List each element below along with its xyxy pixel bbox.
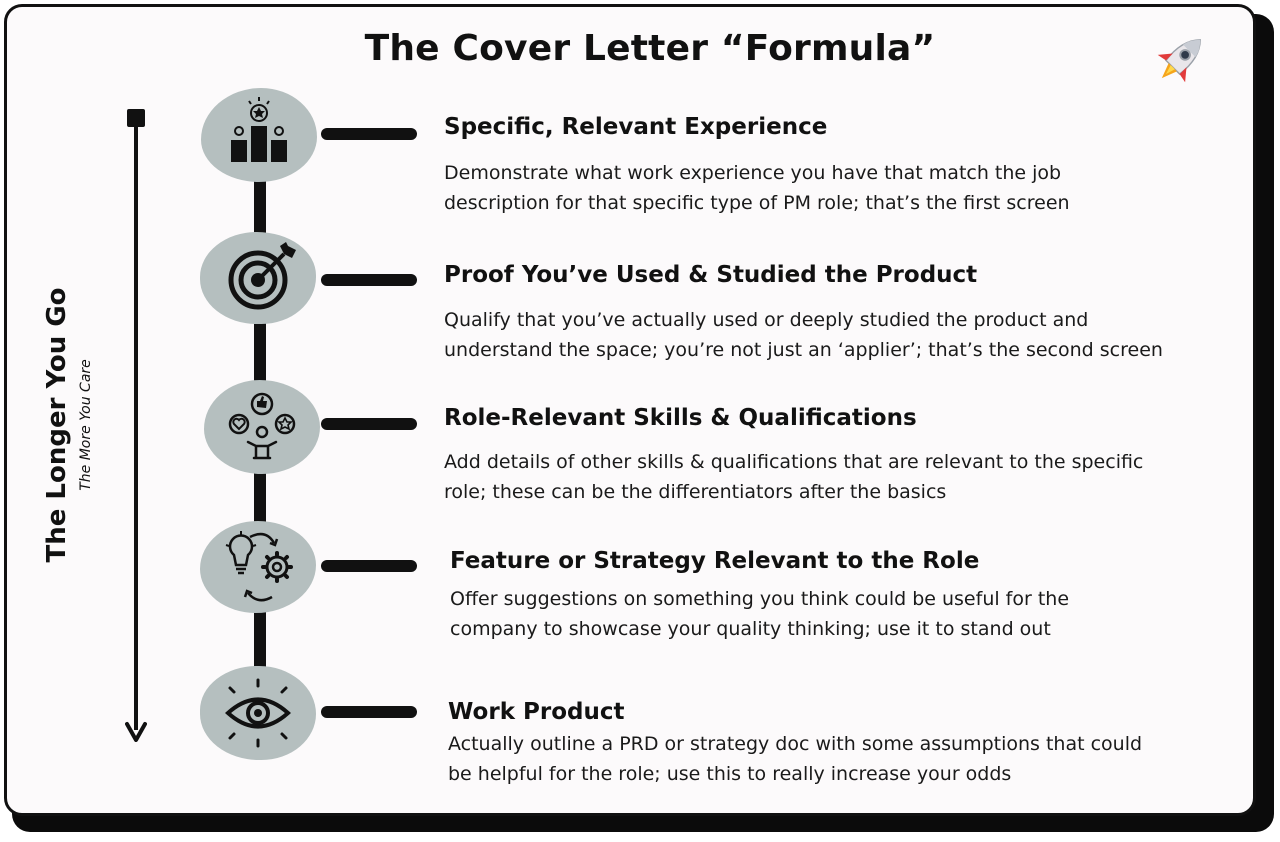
step-1-icon-blob: [201, 88, 317, 182]
arrow-start-marker: [127, 109, 145, 127]
step-4-icon-blob: [200, 521, 316, 613]
step-5-body-line-1: Actually outline a PRD or strategy doc w…: [448, 733, 1143, 755]
step-1-body: Demonstrate what work experience you hav…: [444, 158, 1234, 218]
rocket-icon: [1157, 39, 1201, 83]
step-3-icon-blob: [204, 380, 320, 474]
step-2-body-line-1: Qualify that you’ve actually used or dee…: [444, 309, 1089, 331]
step-4-body: Offer suggestions on something you think…: [450, 584, 1240, 644]
step-2-body: Qualify that you’ve actually used or dee…: [444, 305, 1234, 365]
step-3-body: Add details of other skills & qualificat…: [444, 447, 1234, 507]
step-2-icon-blob: [200, 232, 316, 324]
target-icon: [228, 242, 296, 310]
step-5-connector: [321, 706, 417, 718]
step-5-body-line-2: be helpful for the role; use this to rea…: [448, 763, 1012, 785]
step-2-body-line-2: understand the space; you’re not just an…: [444, 339, 1163, 361]
page-title: The Cover Letter “Formula”: [364, 28, 936, 69]
idea-gear-icon: [225, 531, 293, 602]
step-3-body-line-2: role; these can be the differentiators a…: [444, 481, 947, 503]
step-1-heading: Specific, Relevant Experience: [444, 114, 828, 140]
step-3-connector: [321, 418, 417, 430]
side-label-main: The Longer You Go: [42, 287, 72, 563]
step-4-body-line-1: Offer suggestions on something you think…: [450, 588, 1070, 610]
arrow-down-icon: [125, 722, 147, 742]
step-4-body-line-2: company to showcase your quality thinkin…: [450, 618, 1051, 640]
arrow-stem: [134, 120, 138, 730]
step-5-icon-blob: [200, 666, 316, 760]
eye-icon: [225, 678, 291, 748]
step-1-body-line-2: description for that specific type of PM…: [444, 192, 1070, 214]
skills-icon: [228, 392, 296, 460]
step-2-connector: [321, 274, 417, 286]
step-1-body-line-1: Demonstrate what work experience you hav…: [444, 162, 1062, 184]
step-3-heading: Role-Relevant Skills & Qualifications: [444, 405, 917, 431]
step-3-body-line-1: Add details of other skills & qualificat…: [444, 451, 1144, 473]
step-5-body: Actually outline a PRD or strategy doc w…: [448, 729, 1238, 789]
step-5-heading: Work Product: [448, 699, 625, 725]
podium-icon: [231, 97, 287, 162]
step-1-connector: [321, 128, 417, 140]
step-4-heading: Feature or Strategy Relevant to the Role: [450, 548, 980, 574]
step-4-connector: [321, 560, 417, 572]
step-2-heading: Proof You’ve Used & Studied the Product: [444, 262, 978, 288]
side-label-sub: The More You Care: [78, 359, 94, 491]
